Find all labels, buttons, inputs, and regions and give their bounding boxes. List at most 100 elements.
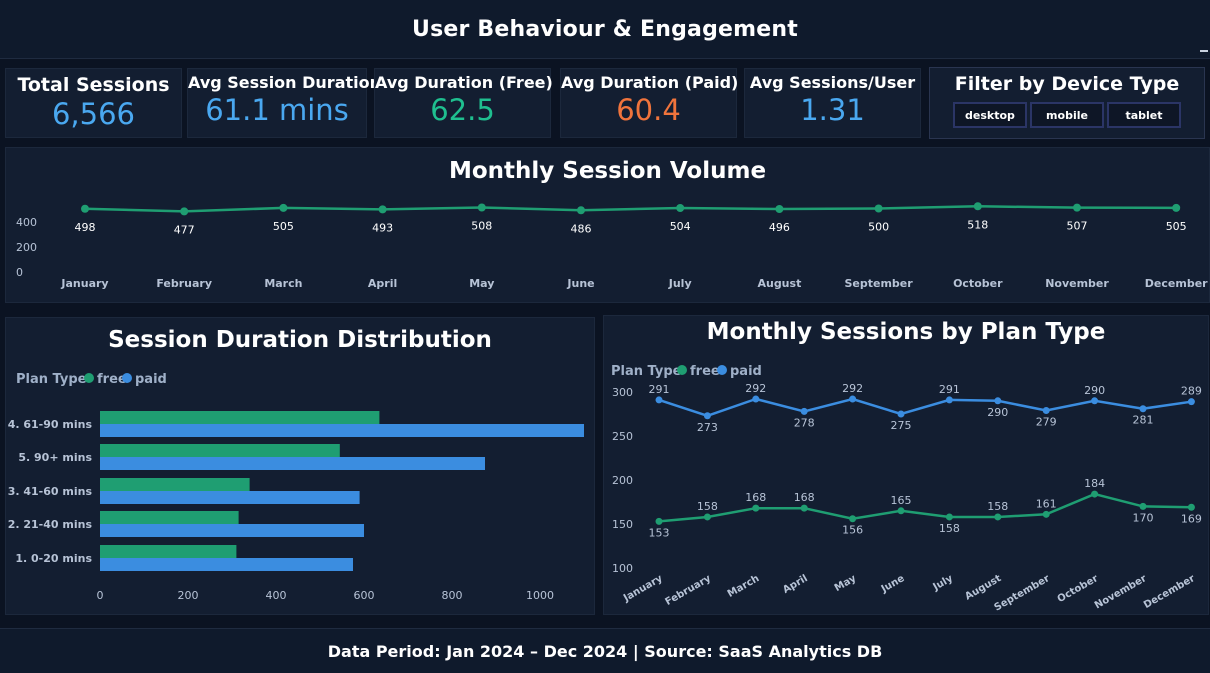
panel-session-duration-distribution: Session Duration Distribution Plan Type …: [5, 317, 595, 615]
y-tick-label: 0: [16, 266, 23, 279]
point-paid[interactable]: [1091, 397, 1099, 405]
point-free[interactable]: [994, 513, 1002, 521]
point-paid[interactable]: [994, 397, 1002, 405]
volume-point[interactable]: [577, 206, 585, 215]
y-tick-label: 2. 21-40 mins: [8, 518, 93, 531]
point-free[interactable]: [1187, 503, 1195, 511]
volume-data-label: 508: [471, 220, 492, 233]
point-paid[interactable]: [945, 396, 953, 404]
volume-point[interactable]: [1172, 203, 1181, 212]
y-tick-label: 100: [612, 562, 633, 575]
bar-paid[interactable]: [100, 558, 353, 571]
x-tick-label: May: [469, 277, 494, 290]
data-label-paid: 289: [1181, 385, 1202, 398]
x-tick-label: September: [844, 277, 913, 290]
legend-free-label[interactable]: free: [690, 364, 720, 379]
volume-point[interactable]: [874, 204, 883, 213]
bar-free[interactable]: [100, 444, 340, 457]
volume-point[interactable]: [81, 204, 89, 213]
dashboard-footer: Data Period: Jan 2024 – Dec 2024 | Sourc…: [0, 628, 1210, 673]
point-paid[interactable]: [897, 410, 905, 418]
y-tick-label: 1. 0-20 mins: [15, 552, 92, 565]
volume-data-label: 477: [174, 223, 195, 236]
legend-free-label[interactable]: free: [97, 372, 127, 387]
volume-data-label: 500: [868, 221, 889, 234]
legend-title: Plan Type: [611, 364, 682, 379]
point-free[interactable]: [1091, 490, 1099, 498]
point-paid[interactable]: [849, 395, 857, 403]
bar-free[interactable]: [100, 545, 237, 558]
filter-button-desktop[interactable]: desktop: [953, 102, 1027, 128]
data-label-paid: 275: [891, 419, 912, 432]
footer-text: Data Period: Jan 2024 – Dec 2024 | Sourc…: [327, 641, 883, 661]
volume-point[interactable]: [477, 203, 486, 212]
x-tick-label: September: [993, 573, 1052, 614]
filter-button-tablet[interactable]: tablet: [1107, 102, 1181, 128]
point-paid[interactable]: [752, 395, 760, 403]
data-label-free: 184: [1084, 477, 1105, 490]
x-tick-label: December: [1145, 277, 1208, 290]
bar-free[interactable]: [100, 478, 250, 491]
legend-paid-label[interactable]: paid: [135, 372, 167, 387]
bar-paid[interactable]: [100, 524, 364, 537]
x-tick-label: December: [1142, 573, 1197, 611]
bar-free[interactable]: [100, 411, 380, 424]
point-paid[interactable]: [655, 396, 663, 404]
data-label-free: 169: [1181, 512, 1202, 525]
point-free[interactable]: [800, 504, 808, 512]
y-tick-label: 200: [612, 474, 633, 487]
x-tick-label: July: [931, 573, 956, 594]
volume-point[interactable]: [378, 205, 387, 214]
data-label-paid: 279: [1036, 415, 1057, 428]
chart-title: Monthly Sessions by Plan Type: [706, 319, 1106, 345]
data-label-free: 168: [745, 491, 766, 504]
bar-paid[interactable]: [100, 491, 360, 504]
kpi-label: Avg Duration (Paid): [561, 73, 739, 92]
x-tick-label: July: [668, 277, 692, 290]
volume-point[interactable]: [775, 205, 784, 213]
kpi-value: 62.5: [430, 93, 495, 127]
point-free[interactable]: [1139, 502, 1147, 510]
point-free[interactable]: [1042, 510, 1050, 518]
header-dash-mark: [1200, 50, 1208, 52]
data-label-paid: 292: [842, 382, 863, 395]
kpi-avg-session-duration: Avg Session Duration 61.1 mins: [187, 68, 381, 138]
x-tick-label: April: [368, 277, 397, 290]
x-tick-label: March: [264, 277, 302, 290]
point-free[interactable]: [849, 515, 857, 523]
volume-point[interactable]: [1073, 203, 1081, 212]
x-tick-label: 0: [97, 589, 104, 602]
filter-button-mobile[interactable]: mobile: [1030, 102, 1104, 128]
volume-point[interactable]: [973, 202, 982, 211]
x-tick-label: February: [156, 277, 212, 290]
kpi-value: 1.31: [800, 93, 865, 127]
volume-data-label: 507: [1067, 220, 1088, 233]
volume-point[interactable]: [279, 203, 288, 212]
legend-paid-label[interactable]: paid: [730, 364, 762, 379]
filter-title: Filter by Device Type: [954, 73, 1180, 95]
bar-free[interactable]: [100, 511, 239, 524]
chart-title: Session Duration Distribution: [108, 327, 492, 353]
volume-point[interactable]: [180, 207, 189, 216]
bar-paid[interactable]: [100, 457, 485, 470]
point-free[interactable]: [655, 517, 663, 525]
point-paid[interactable]: [1139, 405, 1147, 413]
point-paid[interactable]: [800, 407, 808, 415]
legend-free-marker: [677, 365, 687, 375]
point-free[interactable]: [752, 504, 760, 512]
point-paid[interactable]: [1042, 406, 1050, 414]
point-paid[interactable]: [703, 412, 711, 420]
x-tick-label: November: [1093, 573, 1149, 611]
x-tick-label: June: [879, 573, 907, 596]
legend-free-marker: [84, 373, 94, 383]
bar-paid[interactable]: [100, 424, 584, 437]
kpi-value: 61.1 mins: [205, 93, 349, 127]
volume-data-label: 498: [75, 221, 96, 234]
x-tick-label: February: [664, 573, 714, 608]
point-free[interactable]: [703, 513, 711, 521]
point-free[interactable]: [945, 513, 953, 521]
point-free[interactable]: [897, 507, 905, 515]
volume-point[interactable]: [676, 204, 685, 212]
kpi-value: 6,566: [51, 97, 136, 131]
point-paid[interactable]: [1187, 398, 1195, 406]
